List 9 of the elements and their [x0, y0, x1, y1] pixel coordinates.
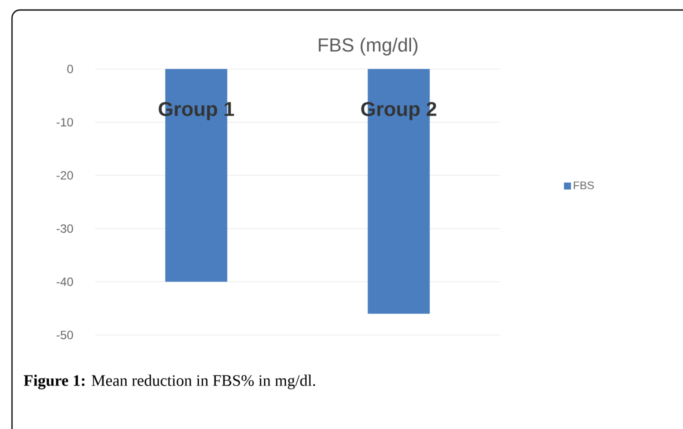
y-tick-label: -20 [56, 171, 74, 180]
y-tick-label: 0 [67, 64, 74, 74]
y-tick-label: -30 [56, 224, 74, 233]
y-tick-label: -50 [56, 330, 74, 340]
y-tick-label: -10 [56, 118, 74, 126]
y-tick-label: -40 [56, 278, 74, 286]
legend-label: FBS [574, 181, 594, 190]
text: Figure 1: Mean reduction in FBS% in mg/dl. [24, 374, 316, 390]
chart-title: FBS (mg/dl) [318, 38, 418, 56]
